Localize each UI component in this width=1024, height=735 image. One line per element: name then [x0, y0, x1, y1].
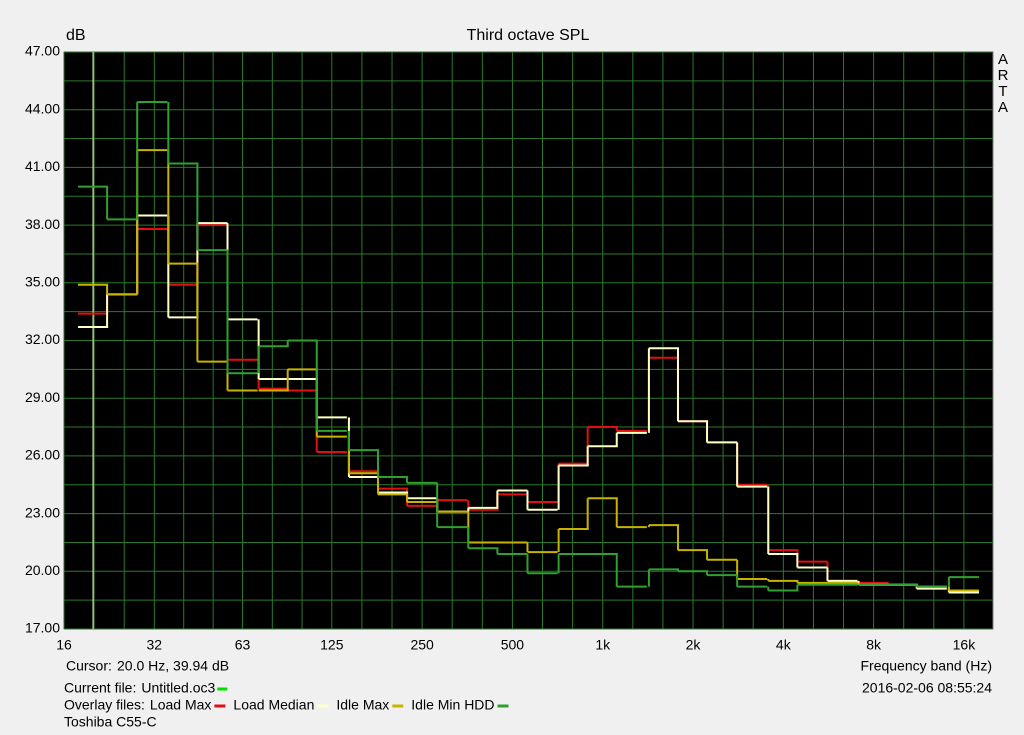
grid	[63, 51, 993, 630]
current-file-label: Current file:	[64, 680, 136, 696]
x-tick-label: 32	[147, 637, 163, 653]
x-tick-label: 63	[235, 637, 251, 653]
x-tick-label: 16k	[953, 637, 977, 653]
x-tick-label: 16	[56, 637, 72, 653]
x-tick-label: 2k	[686, 637, 702, 653]
y-tick-label: 35.00	[25, 274, 60, 290]
y-tick-label: 17.00	[25, 620, 60, 636]
y-tick-label: 32.00	[25, 331, 60, 347]
cursor-value: 20.0 Hz, 39.94 dB	[117, 658, 229, 674]
legend-label: Idle Min HDD	[411, 697, 494, 713]
y-tick-label: 20.00	[25, 562, 60, 578]
y-tick-label: 23.00	[25, 504, 60, 520]
legend-label: Load Max	[150, 697, 211, 713]
y-tick-label: 47.00	[25, 43, 60, 59]
watermark: ARTA	[997, 51, 1009, 116]
legend-label: Load Median	[233, 697, 314, 713]
legend-label: Idle Max	[336, 697, 389, 713]
x-tick-label: 125	[320, 637, 344, 653]
y-tick-label: 41.00	[25, 158, 60, 174]
overlay-label: Overlay files:	[64, 697, 145, 713]
y-tick-label: 44.00	[25, 100, 60, 116]
x-tick-label: 1k	[595, 637, 611, 653]
y-tick-label: 38.00	[25, 216, 60, 232]
y-axis-label: dB	[66, 27, 86, 44]
timestamp: 2016-02-06 08:55:24	[862, 680, 992, 696]
x-tick-label: 500	[501, 637, 525, 653]
y-tick-label: 26.00	[25, 447, 60, 463]
x-tick-label: 250	[410, 637, 434, 653]
current-file-name: Untitled.oc3	[141, 680, 215, 696]
x-tick-label: 4k	[776, 637, 792, 653]
x-tick-label: 8k	[866, 637, 882, 653]
device-note: Toshiba C55-C	[64, 714, 157, 730]
y-tick-label: 29.00	[25, 389, 60, 405]
chart-title: Third octave SPL	[467, 27, 590, 44]
series	[78, 101, 979, 592]
x-axis-label: Frequency band (Hz)	[860, 658, 992, 674]
cursor-label: Cursor:	[66, 658, 112, 674]
